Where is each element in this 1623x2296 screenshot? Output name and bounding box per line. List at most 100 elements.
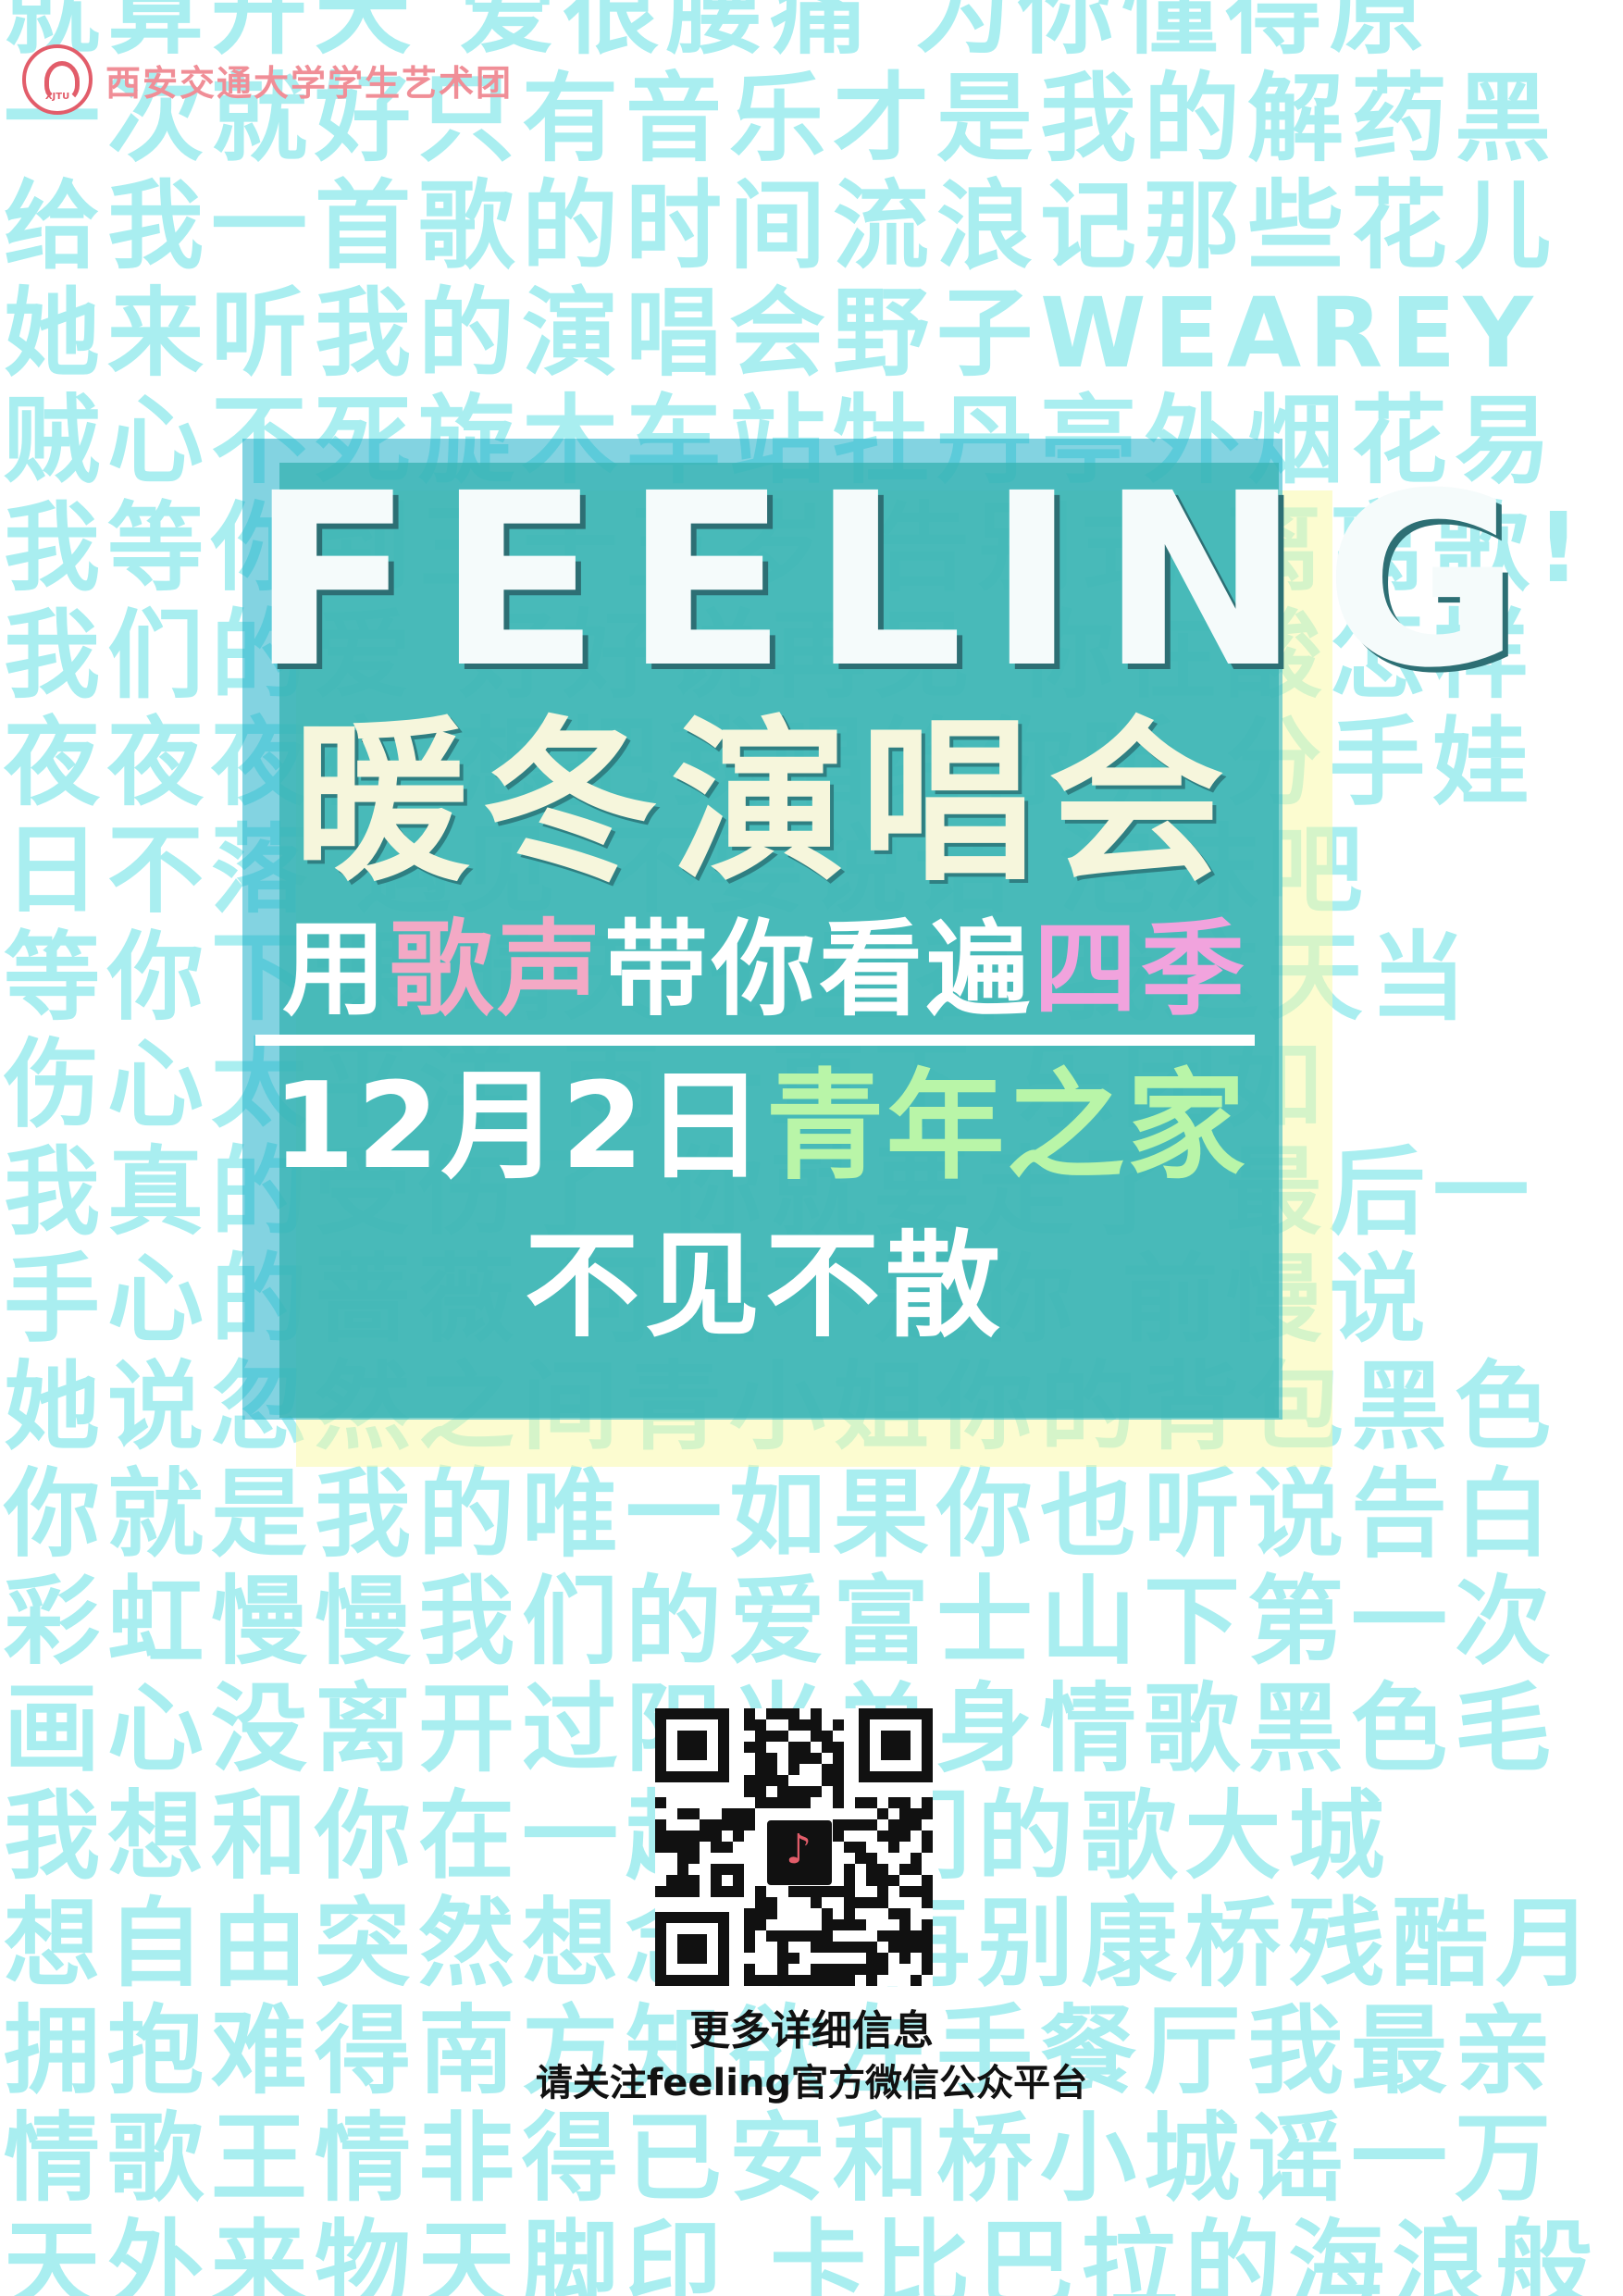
qr-module (744, 1819, 755, 1831)
qr-module (811, 1786, 822, 1797)
qr-module (711, 1875, 722, 1886)
qr-module (677, 1831, 688, 1842)
qr-module (777, 1953, 788, 1964)
qr-module (844, 1875, 855, 1886)
qr-module (899, 1831, 911, 1842)
qr-module (744, 1930, 755, 1942)
qr-module (833, 1886, 844, 1897)
qr-module (711, 1819, 722, 1831)
qr-module (822, 1930, 833, 1942)
qr-module (899, 1908, 911, 1919)
qr-module (711, 1864, 722, 1875)
qr-module (855, 1853, 866, 1864)
qr-module (922, 1930, 933, 1942)
qr-module (833, 1964, 844, 1975)
qr-module (799, 1886, 811, 1897)
qr-module (899, 1953, 911, 1964)
qr-module (922, 1842, 933, 1853)
qr-module (899, 1919, 911, 1930)
qr-module (833, 1975, 844, 1986)
qr-module (899, 1930, 911, 1942)
qr-module (677, 1886, 688, 1897)
qr-module (655, 1831, 666, 1842)
qr-module (844, 1886, 855, 1897)
qr-module (822, 1775, 833, 1786)
qr-module (766, 1797, 777, 1808)
qr-module (788, 1719, 799, 1731)
qr-module (822, 1964, 833, 1975)
qr-module (766, 1753, 777, 1764)
qr-module (911, 1864, 922, 1875)
qr-module (677, 1864, 688, 1875)
qr-module (733, 1886, 744, 1897)
qr-module (766, 1731, 777, 1742)
qr-module (922, 1919, 933, 1930)
qr-module (811, 1886, 822, 1897)
qr-module (788, 1764, 799, 1775)
qr-module (899, 1864, 911, 1875)
qr-finder-pattern (655, 1912, 729, 1986)
qr-module (755, 1742, 766, 1753)
slogan-part-1: 用 (282, 910, 390, 1030)
qr-module (833, 1831, 844, 1842)
qr-module (777, 1708, 788, 1719)
qr-module (866, 1797, 877, 1808)
qr-module (922, 1886, 933, 1897)
qr-module (888, 1819, 899, 1831)
qr-module (733, 1831, 744, 1842)
slogan-highlight-song: 歌声 (390, 910, 604, 1030)
qr-module (844, 1819, 855, 1831)
qr-module (888, 1930, 899, 1942)
qr-module (811, 1964, 822, 1975)
qr-module (811, 1708, 822, 1719)
qr-module (911, 1886, 922, 1897)
qr-module (777, 1942, 788, 1953)
qr-module (866, 1864, 877, 1875)
qr-module (722, 1886, 733, 1897)
org-name: 西安交通大学学生艺术团 (105, 62, 514, 104)
qr-module (811, 1753, 822, 1764)
event-venue: 青年之家 (765, 1058, 1247, 1196)
qr-module (655, 1797, 666, 1808)
qr-module (844, 1842, 855, 1853)
qr-module (799, 1797, 811, 1808)
qr-module (755, 1975, 766, 1986)
qr-module (755, 1886, 766, 1897)
qr-module (711, 1886, 722, 1897)
qr-module (877, 1831, 888, 1842)
qr-module (922, 1808, 933, 1819)
qr-module (677, 1842, 688, 1853)
qr-module (700, 1831, 711, 1842)
qr-module (799, 1719, 811, 1731)
qr-module (744, 1808, 755, 1819)
qr-module (655, 1819, 666, 1831)
qr-module (666, 1831, 677, 1842)
qr-module (888, 1942, 899, 1953)
qr-module (844, 1897, 855, 1908)
info-line-1: 更多详细信息 (689, 2007, 934, 2054)
qr-module (744, 1786, 755, 1797)
background-lyric-line: 就算开天 爱很腰痛 为你懂得原 (4, 0, 1433, 68)
tagline: 不见不散 (524, 1220, 1006, 1353)
qr-module (744, 1919, 755, 1930)
qr-module (899, 1886, 911, 1897)
qr-module (855, 1897, 866, 1908)
qr-module (733, 1808, 744, 1819)
logo-mark-text: XJTU (44, 92, 70, 102)
qr-module (911, 1930, 922, 1942)
qr-code-icon[interactable] (655, 1708, 933, 1986)
qr-module (866, 1953, 877, 1964)
qr-module (877, 1864, 888, 1875)
qr-module (922, 1875, 933, 1886)
qr-module (788, 1797, 799, 1808)
qr-module (833, 1797, 844, 1808)
qr-module (877, 1964, 888, 1975)
qr-module (866, 1897, 877, 1908)
qr-module (744, 1975, 755, 1986)
qr-module (755, 1919, 766, 1930)
qr-module (911, 1819, 922, 1831)
qr-module (777, 1930, 788, 1942)
qr-module (777, 1964, 788, 1975)
qr-module (799, 1930, 811, 1942)
qr-module (922, 1831, 933, 1842)
